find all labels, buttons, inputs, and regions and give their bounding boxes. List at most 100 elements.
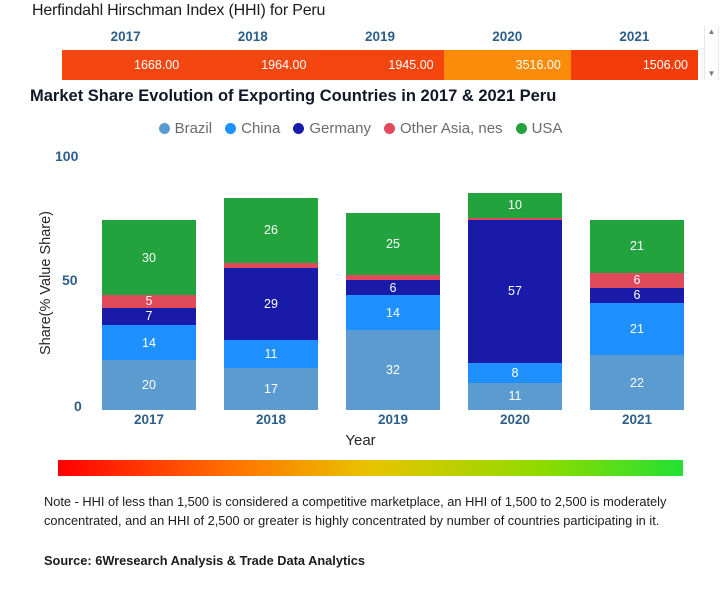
bar-value-label: 30: [142, 250, 156, 265]
hhi-year-2018: 2018: [237, 29, 268, 44]
hhi-value-label: 1506.00: [642, 58, 689, 72]
footer-source: Source: 6Wresearch Analysis & Trade Data…: [44, 553, 366, 568]
hhi-year-2021: 2021: [619, 29, 650, 44]
bar-segment-brazil-2017[interactable]: 20: [102, 360, 196, 410]
chart-title: Market Share Evolution of Exporting Coun…: [30, 87, 557, 105]
bar-segment-china-2017[interactable]: 14: [102, 325, 196, 360]
legend-swatch-icon: [158, 123, 170, 134]
x-axis-tick-2021: 2021: [621, 412, 653, 427]
bar-value-label: 6: [389, 280, 397, 295]
hhi-gradient-scale: [58, 460, 683, 476]
bar-value-label: 57: [508, 284, 522, 299]
legend-item-other-asia-nes[interactable]: Other Asia, nes: [384, 120, 503, 137]
bar-value-label: 29: [264, 296, 278, 311]
bar-segment-china-2019[interactable]: 14: [346, 295, 440, 330]
legend-item-germany[interactable]: Germany: [293, 120, 371, 137]
bar-segment-other-asia-nes-2021[interactable]: 6: [590, 272, 684, 288]
hhi-year-2019: 2019: [364, 29, 396, 44]
bar-group-2017[interactable]: 20 14 7 5 30: [102, 220, 196, 410]
bar-value-label: 6: [633, 273, 641, 287]
hhi-value-label: 1964.00: [261, 58, 307, 72]
bar-segment-germany-2017[interactable]: 7: [102, 307, 196, 325]
bar-value-label: 11: [264, 346, 278, 361]
bar-value-label: 20: [142, 378, 156, 392]
hhi-value-label: 1945.00: [388, 58, 434, 72]
bar-segment-other-asia-nes-2017[interactable]: 5: [102, 294, 196, 309]
legend-swatch-icon: [384, 123, 395, 134]
legend-item-usa[interactable]: USA: [515, 120, 563, 137]
y-axis-tick-50: 50: [62, 272, 78, 288]
hhi-value-label: 3516.00: [515, 58, 561, 72]
bar-value-label: 11: [508, 389, 522, 404]
hhi-year-2020: 2020: [492, 29, 523, 44]
legend-label: USA: [531, 120, 563, 137]
bar-segment-usa-2020[interactable]: 10: [468, 192, 562, 218]
x-axis-ticks: 2017 2018 2019 2020 2021: [88, 412, 698, 432]
chevron-down-icon[interactable]: ▼: [707, 69, 716, 78]
hhi-title: Herfindahl Hirschman Index (HHI) for Per…: [32, 2, 326, 19]
legend-label: Germany: [309, 120, 371, 137]
bar-group-2021[interactable]: 22 21 6 6 21: [590, 220, 684, 410]
bar-value-label: 26: [264, 223, 278, 237]
footer-note: Note - HHI of less than 1,500 is conside…: [44, 494, 667, 528]
bar-segment-usa-2021[interactable]: 21: [590, 220, 684, 273]
bar-value-label: 32: [386, 363, 400, 377]
bar-segment-brazil-2018[interactable]: 17: [224, 367, 318, 410]
chevron-up-icon[interactable]: ▲: [707, 27, 716, 36]
bar-segment-brazil-2019[interactable]: 32: [346, 330, 440, 410]
hhi-value-bar: 1668.00 1964.00 1945.00 3516.00 1506.00: [62, 50, 698, 80]
bar-value-label: 8: [511, 365, 519, 380]
x-axis-title: Year: [345, 432, 376, 449]
legend-item-brazil[interactable]: Brazil: [158, 120, 213, 137]
bar-segment-usa-2018[interactable]: 26: [224, 197, 318, 263]
legend-label: Brazil: [174, 120, 213, 137]
legend-label: Other Asia, nes: [400, 120, 503, 137]
bar-segment-germany-2021[interactable]: 6: [590, 287, 684, 303]
bar-value-label: 14: [386, 305, 400, 320]
bar-value-label: 21: [630, 321, 644, 336]
bar-value-label: 5: [145, 294, 153, 309]
hhi-year-2017: 2017: [110, 29, 141, 44]
hhi-cell-2020: 3516.00: [443, 50, 571, 80]
chart-legend: Brazil China Germany Other Asia, nes USA: [0, 120, 721, 137]
hhi-cell-2021: 1506.00: [570, 50, 698, 80]
scroll-spinner[interactable]: ▲ ▼: [704, 26, 719, 80]
bar-segment-brazil-2021[interactable]: 22: [590, 355, 684, 410]
bar-segment-germany-2018[interactable]: 29: [224, 267, 318, 340]
bar-value-label: 7: [145, 309, 153, 324]
bar-segment-china-2020[interactable]: 8: [468, 362, 562, 383]
bar-value-label: 17: [264, 381, 278, 396]
y-axis-tick-100: 100: [55, 148, 79, 164]
hhi-cell-2019: 1945.00: [316, 50, 444, 80]
bar-group-2020[interactable]: 11 8 57 10: [468, 192, 562, 410]
legend-swatch-icon: [515, 123, 527, 134]
legend-swatch-icon: [293, 123, 305, 134]
x-axis-tick-2019: 2019: [377, 412, 409, 427]
bar-segment-germany-2020[interactable]: 57: [468, 220, 562, 363]
x-axis-tick-2018: 2018: [255, 412, 287, 427]
bar-value-label: 25: [386, 236, 400, 251]
hhi-value-label: 1668.00: [134, 58, 180, 72]
bar-segment-other-asia-nes-2020[interactable]: [468, 217, 562, 220]
bar-value-label: 10: [508, 198, 522, 212]
legend-item-china[interactable]: China: [225, 120, 280, 137]
bar-group-2019[interactable]: 32 14 6 25: [346, 212, 440, 410]
bar-segment-china-2018[interactable]: 11: [224, 340, 318, 368]
bar-value-label: 14: [142, 335, 156, 350]
legend-label: China: [241, 120, 281, 137]
hhi-cell-2017: 1668.00: [62, 50, 190, 80]
bar-group-2018[interactable]: 17 11 29 26: [224, 197, 318, 410]
bar-value-label: 22: [630, 375, 644, 390]
legend-swatch-icon: [225, 123, 237, 134]
y-axis-tick-0: 0: [74, 398, 82, 414]
bar-segment-china-2021[interactable]: 21: [590, 302, 684, 355]
bar-segment-brazil-2020[interactable]: 11: [468, 382, 562, 410]
bar-segment-germany-2019[interactable]: 6: [346, 280, 440, 295]
bar-segment-usa-2019[interactable]: 25: [346, 212, 440, 275]
x-axis-tick-2020: 2020: [499, 412, 531, 427]
bar-segment-usa-2017[interactable]: 30: [102, 220, 196, 295]
bar-segment-other-asia-nes-2018[interactable]: [224, 262, 318, 268]
bar-segment-other-asia-nes-2019[interactable]: [346, 275, 440, 280]
x-axis-tick-2017: 2017: [133, 412, 165, 427]
